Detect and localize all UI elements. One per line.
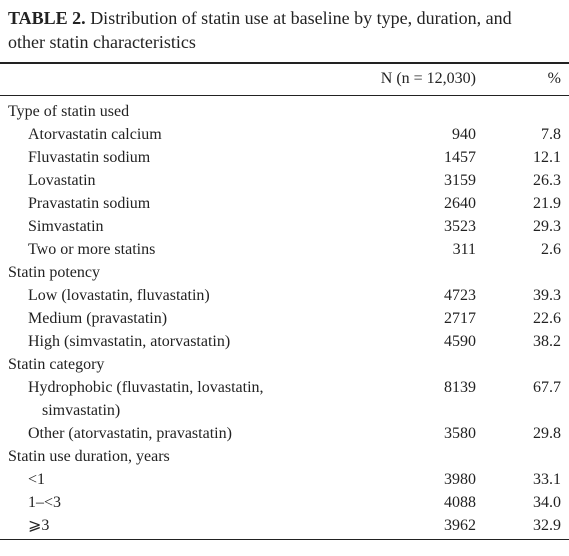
table-row: High (simvastatin, atorvastatin) 4590 38.2 xyxy=(0,330,569,353)
cell-pct: 21.9 xyxy=(533,195,561,212)
cell-n: 2717 xyxy=(444,310,476,327)
caption-label: TABLE 2. xyxy=(8,8,86,28)
row-label: Lovastatin xyxy=(28,172,96,189)
cell-n: 940 xyxy=(452,126,476,143)
cell-pct: 26.3 xyxy=(533,172,561,189)
row-label: <1 xyxy=(28,471,46,488)
bottom-rule xyxy=(0,539,569,540)
table-row: Lovastatin 3159 26.3 xyxy=(0,169,569,192)
table-row: Medium (pravastatin) 2717 22.6 xyxy=(0,307,569,330)
cell-n: 1457 xyxy=(444,149,476,166)
section-row: Type of statin used xyxy=(0,100,569,123)
caption-title: Distribution of statin use at baseline b… xyxy=(8,8,512,52)
row-label: High (simvastatin, atorvastatin) xyxy=(28,333,231,350)
cell-n: 3159 xyxy=(444,172,476,189)
table-row: <1 3980 33.1 xyxy=(0,468,569,491)
table-body: Type of statin used Atorvastatin calcium 9… xyxy=(0,100,569,537)
cell-n: 4088 xyxy=(444,494,476,511)
cell-pct: 39.3 xyxy=(533,287,561,304)
cell-n: 4723 xyxy=(444,287,476,304)
section-title: Statin use duration, years xyxy=(8,448,170,465)
section-row: Statin category xyxy=(0,353,569,376)
cell-n: 8139 xyxy=(444,379,476,396)
cell-n: 2640 xyxy=(444,195,476,212)
table-row: Pravastatin sodium 2640 21.9 xyxy=(0,192,569,215)
top-rule xyxy=(0,62,569,64)
cell-n: 3523 xyxy=(444,218,476,235)
row-label: Medium (pravastatin) xyxy=(28,310,168,327)
table-row: Hydrophobic (fluvastatin, lovastatin, si… xyxy=(0,376,569,422)
cell-n: 3962 xyxy=(444,517,476,534)
cell-pct: 22.6 xyxy=(533,310,561,327)
row-label: Low (lovastatin, fluvastatin) xyxy=(28,287,210,304)
header-row: N (n = 12,030) % xyxy=(0,66,569,92)
row-label: Fluvastatin sodium xyxy=(28,149,151,166)
table-row: Two or more statins 311 2.6 xyxy=(0,238,569,261)
table-row: Other (atorvastatin, pravastatin) 3580 29.… xyxy=(0,422,569,445)
cell-n: 4590 xyxy=(444,333,476,350)
section-title: Statin category xyxy=(8,356,105,373)
cell-n: 311 xyxy=(452,241,476,258)
row-label: Other (atorvastatin, pravastatin) xyxy=(28,425,232,442)
table-row: Low (lovastatin, fluvastatin) 4723 39.3 xyxy=(0,284,569,307)
cell-n: 3980 xyxy=(444,471,476,488)
cell-pct: 34.0 xyxy=(533,494,561,511)
cell-pct: 67.7 xyxy=(533,379,561,396)
table-row: Simvastatin 3523 29.3 xyxy=(0,215,569,238)
cell-pct: 32.9 xyxy=(533,517,561,534)
row-label: ⩾3 xyxy=(28,517,50,534)
row-label: Two or more statins xyxy=(28,241,156,258)
row-label: Hydrophobic (fluvastatin, lovastatin, si… xyxy=(28,379,264,419)
cell-pct: 38.2 xyxy=(533,333,561,350)
section-row: Statin potency xyxy=(0,261,569,284)
column-header: % xyxy=(547,70,561,87)
table-row: Atorvastatin calcium 940 7.8 xyxy=(0,123,569,146)
section-title: Statin potency xyxy=(8,264,100,281)
row-label: Pravastatin sodium xyxy=(28,195,151,212)
cell-pct: 7.8 xyxy=(541,126,561,143)
row-label: Simvastatin xyxy=(28,218,104,235)
cell-pct: 29.3 xyxy=(533,218,561,235)
row-label: Atorvastatin calcium xyxy=(28,126,162,143)
cell-pct: 29.8 xyxy=(533,425,561,442)
table-row: 1–<3 4088 34.0 xyxy=(0,491,569,514)
cell-pct: 12.1 xyxy=(533,149,561,166)
section-row: Statin use duration, years xyxy=(0,445,569,468)
cell-n: 3580 xyxy=(444,425,476,442)
table-row: ⩾3 3962 32.9 xyxy=(0,514,569,537)
section-title: Type of statin used xyxy=(8,103,130,120)
column-header: N (n = 12,030) xyxy=(380,70,476,87)
row-label: 1–<3 xyxy=(28,494,62,511)
cell-pct: 2.6 xyxy=(541,241,561,258)
header-rule xyxy=(0,95,569,96)
cell-pct: 33.1 xyxy=(533,471,561,488)
table-caption: TABLE 2. Distribution of statin use at b… xyxy=(8,6,528,54)
table-row: Fluvastatin sodium 1457 12.1 xyxy=(0,146,569,169)
